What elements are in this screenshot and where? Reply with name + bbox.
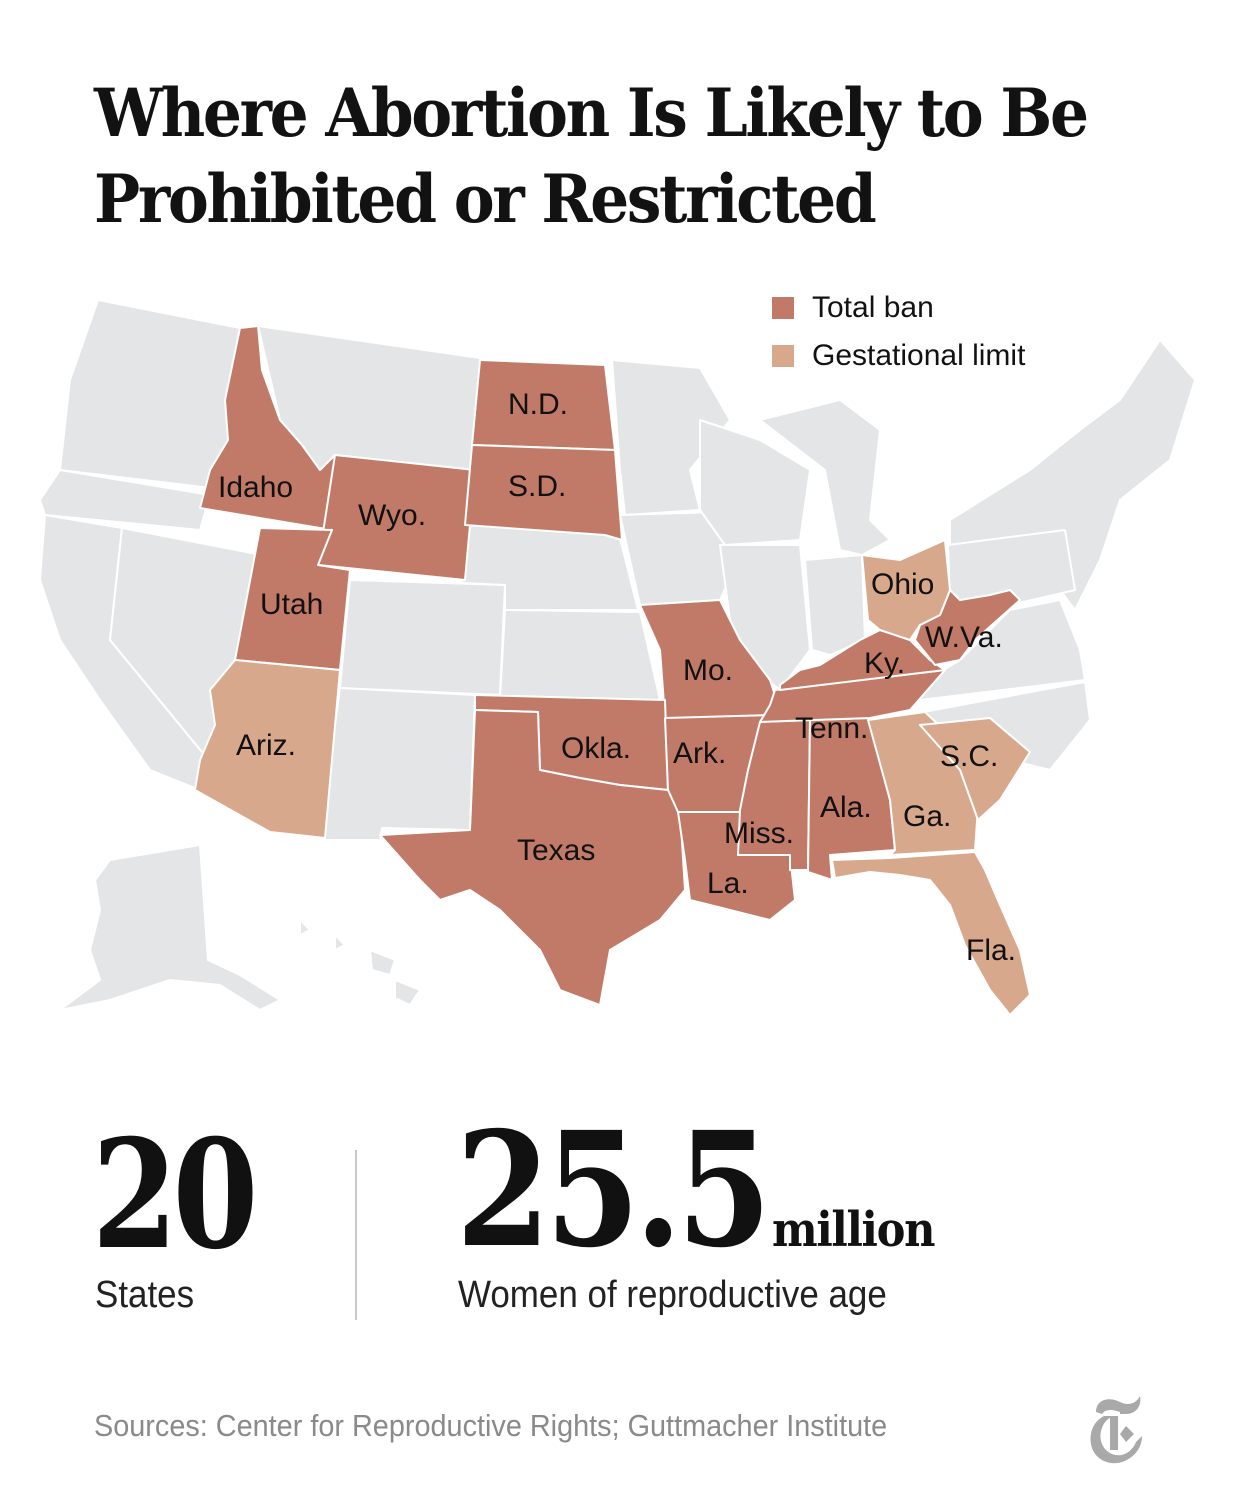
state-hawaii — [299, 919, 421, 1006]
label-idaho: Idaho — [218, 471, 293, 504]
label-la: La. — [707, 867, 749, 900]
state-washington — [59, 299, 241, 491]
legend-label: Gestational limit — [812, 339, 1026, 372]
state-wyoming — [317, 454, 476, 581]
gestational-limit-swatch — [772, 345, 794, 367]
stats-divider — [355, 1150, 357, 1320]
state-indiana — [804, 554, 866, 656]
source-note: Sources: Center for Reproductive Rights;… — [94, 1408, 888, 1443]
state-minnesota — [611, 359, 731, 516]
state-arizona — [194, 659, 341, 839]
state-new-mexico — [319, 687, 476, 841]
label-utah: Utah — [260, 588, 323, 621]
nyt-t-logo-icon — [1090, 1396, 1142, 1464]
label-ga: Ga. — [903, 800, 951, 833]
state-kansas — [499, 609, 661, 701]
state-south-dakota — [464, 444, 623, 541]
women-count: 25.5 — [456, 1098, 771, 1283]
label-miss: Miss. — [724, 817, 794, 850]
state-oregon — [39, 469, 211, 531]
state-south-carolina — [919, 717, 1031, 821]
state-ohio — [861, 539, 951, 641]
total-ban-swatch — [772, 297, 794, 319]
state-alaska — [59, 844, 281, 1011]
label-texas: Texas — [517, 834, 595, 867]
state-texas — [379, 709, 686, 1006]
women-unit: million — [772, 1202, 935, 1258]
states-label: States — [95, 1274, 195, 1316]
stats-section: 20 States 25.5 million Women of reproduc… — [0, 1107, 1242, 1330]
state-florida — [831, 851, 1031, 1016]
page-title: Where Abortion Is Likely to Be Prohibite… — [94, 74, 1089, 238]
label-sc: S.C. — [940, 740, 998, 773]
legend-item-gestational-limit: Gestational limit — [772, 332, 1025, 380]
label-ariz: Ariz. — [236, 729, 296, 762]
label-ky: Ky. — [864, 647, 905, 680]
label-fla: Fla. — [966, 934, 1016, 967]
label-ala: Ala. — [820, 791, 872, 824]
women-label: Women of reproductive age — [458, 1274, 887, 1316]
states-count: 20 — [92, 1107, 258, 1283]
label-wva: W.Va. — [925, 621, 1003, 654]
legend: Total ban Gestational limit — [772, 284, 1025, 380]
state-wisconsin — [699, 419, 811, 546]
label-ark: Ark. — [673, 737, 726, 770]
label-tenn: Tenn. — [795, 712, 868, 745]
legend-item-total-ban: Total ban — [772, 284, 1025, 332]
label-okla: Okla. — [561, 732, 631, 765]
label-sd: S.D. — [508, 470, 566, 503]
us-map: Idaho Wyo. Utah N.D. S.D. Ariz. Okla. Te… — [39, 299, 1196, 1016]
state-colorado — [339, 579, 506, 696]
legend-label: Total ban — [812, 291, 934, 324]
label-mo: Mo. — [683, 654, 733, 687]
state-michigan — [759, 399, 891, 556]
label-wyo: Wyo. — [358, 499, 426, 532]
label-ohio: Ohio — [871, 568, 934, 601]
label-nd: N.D. — [508, 388, 568, 421]
